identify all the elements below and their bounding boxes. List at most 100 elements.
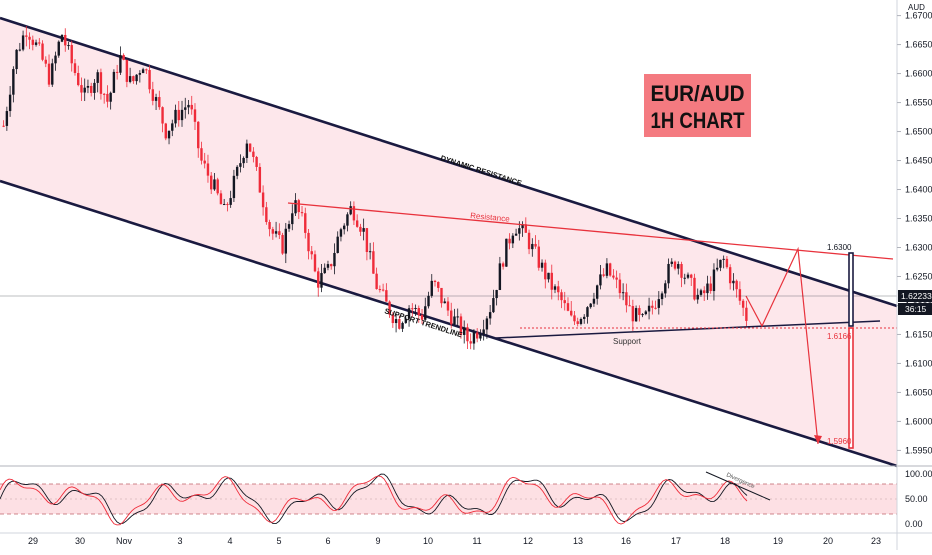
candle-body [690, 274, 693, 278]
candle-body [44, 59, 47, 64]
candle-body [479, 334, 482, 339]
candle-body [615, 277, 618, 280]
candle-body [722, 258, 725, 260]
candle-body [492, 298, 495, 313]
y-tick-label: 1.61500 [905, 329, 932, 339]
candle-body [592, 298, 596, 304]
candle-body [197, 121, 200, 149]
candle-body [235, 166, 239, 176]
candle-body [404, 318, 408, 323]
candle-body [330, 264, 333, 267]
candle-body [527, 232, 531, 250]
projection-arrowhead [814, 435, 822, 444]
candle-body [706, 283, 709, 294]
candle-body [398, 319, 401, 329]
candle-body [180, 109, 184, 121]
target-up-box [848, 252, 854, 327]
y-axis: 1.595001.600001.605001.610001.615001.620… [897, 11, 932, 455]
candle-body [657, 299, 661, 308]
candle-body [531, 243, 534, 250]
candle-body [346, 214, 349, 226]
candle-body [638, 308, 641, 315]
candle-body [712, 269, 716, 292]
candle-body [553, 286, 557, 290]
candle-body [628, 305, 631, 307]
candle-body [310, 251, 313, 255]
candle-body [424, 306, 427, 320]
candle-body [469, 341, 472, 344]
candle-body [57, 41, 60, 56]
candle-body [190, 104, 193, 110]
candle-body [219, 193, 223, 205]
x-axis: 29 30 Nov 3 4 5 6 9 10 11 12 13 16 17 18 19 20 23 [28, 536, 881, 546]
x-tick-label: 20 [823, 536, 833, 546]
candle-body [291, 213, 294, 225]
x-tick-label: 13 [573, 536, 583, 546]
candle-body [664, 283, 667, 294]
candle-body [18, 49, 22, 51]
candle-body [239, 163, 242, 167]
price-tag-text: 1.62233 [901, 291, 932, 301]
candle-body [625, 292, 628, 306]
projection-path [745, 246, 819, 445]
countdown-text: 36:15 [905, 304, 927, 314]
candle-body [213, 179, 216, 190]
candle-body [518, 228, 521, 234]
currency-label: AUD [908, 3, 925, 12]
y-tick-label: 1.65500 [905, 98, 932, 108]
y-tick-label: 1.59500 [905, 445, 932, 455]
candle-body [83, 87, 86, 93]
candle-body [54, 55, 57, 64]
candle-body [96, 72, 99, 83]
candle-body [362, 228, 365, 232]
candle-body [31, 39, 35, 45]
candle-body [77, 72, 80, 86]
candle-body [252, 151, 255, 157]
candle-body [336, 236, 339, 253]
candle-body [745, 307, 748, 321]
symbol-badge [644, 74, 751, 137]
candle-body [651, 305, 654, 308]
support-label: Support [613, 337, 642, 346]
osc-tick-label: 0.00 [905, 519, 923, 529]
candle-body [563, 300, 566, 304]
candle-body [381, 289, 385, 291]
x-tick-label: 10 [423, 536, 433, 546]
osc-axis: 100.00 50.00 0.00 [905, 469, 932, 529]
candle-body [193, 109, 197, 122]
candle-body [184, 107, 187, 110]
candle-body [608, 263, 612, 276]
candle-body [326, 264, 330, 268]
candle-body [557, 286, 560, 293]
candle-body [70, 45, 73, 64]
candle-body [673, 261, 677, 269]
y-tick-label: 1.66500 [905, 40, 932, 50]
candle-body [741, 300, 745, 308]
support-trendline-line [0, 179, 898, 468]
x-tick-label: 4 [227, 536, 232, 546]
candle-body [589, 303, 592, 308]
candle-body [8, 94, 12, 112]
candle-body [167, 130, 171, 139]
candle-body [216, 179, 219, 194]
resistance-line [287, 202, 894, 260]
candle-body [414, 307, 417, 309]
candle-body [342, 225, 346, 230]
candle-body [145, 69, 148, 71]
candle-body [109, 92, 112, 102]
candle-body [378, 289, 382, 291]
candle-body [738, 289, 742, 301]
candle-body [475, 332, 479, 339]
candle-body [2, 125, 5, 127]
candle-body [485, 318, 489, 330]
x-tick-label: Nov [116, 536, 133, 546]
candle-body [242, 157, 245, 164]
price-tag [898, 290, 932, 302]
candle-body [106, 93, 109, 102]
candle-body [709, 283, 712, 292]
candle-body [573, 315, 576, 322]
candle-body [307, 232, 310, 252]
candle-body [222, 204, 226, 206]
candle-body [670, 261, 673, 264]
